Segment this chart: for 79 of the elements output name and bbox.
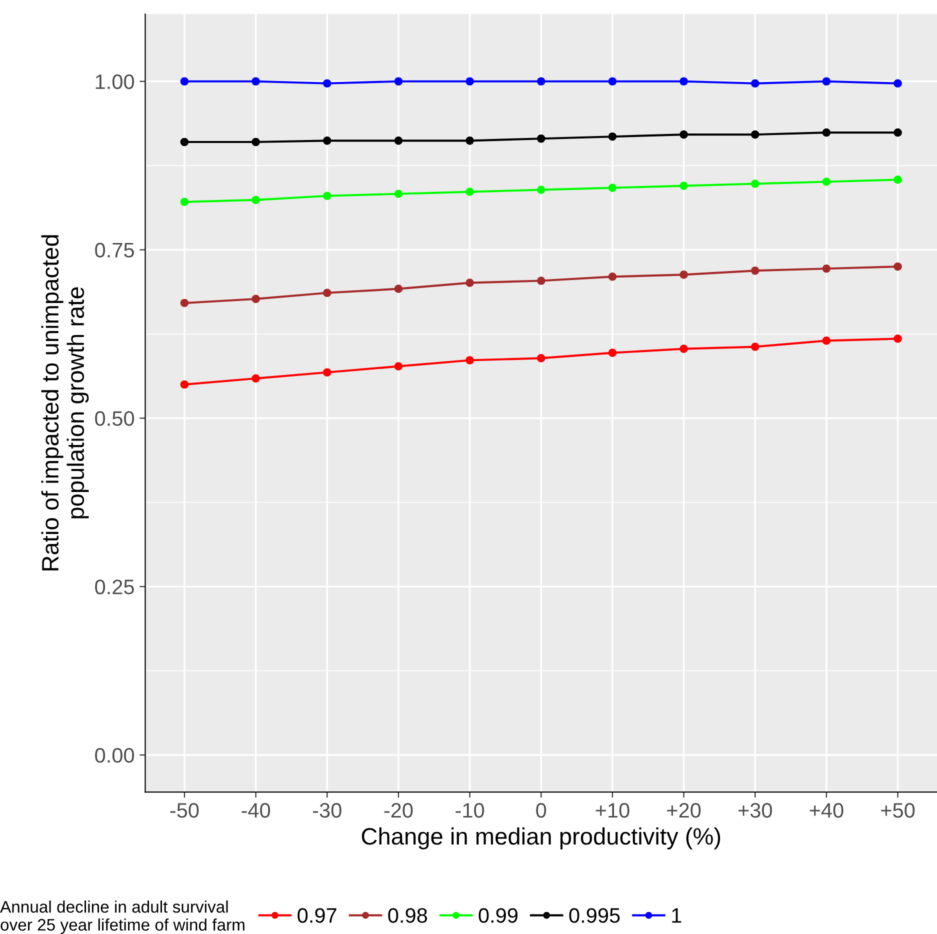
point: [322, 136, 332, 145]
point: [536, 276, 546, 285]
point: [608, 184, 617, 192]
point: [608, 348, 617, 358]
legend-label: 0.98: [388, 908, 428, 923]
y-tick-label: 1.00: [96, 74, 134, 90]
point: [252, 77, 260, 86]
point: [536, 134, 546, 143]
x-tick-label: -20: [384, 803, 413, 818]
point: [822, 77, 831, 86]
point: [536, 354, 546, 362]
x-tick-label: -10: [456, 803, 484, 818]
point: [894, 176, 902, 184]
x-tick-label: +10: [596, 803, 630, 818]
x-axis-title: Change in median productivity (%): [362, 827, 720, 850]
point: [322, 79, 332, 88]
point: [466, 356, 474, 364]
point: [680, 77, 688, 86]
point: [822, 128, 831, 137]
point: [394, 136, 403, 145]
y-tick-label: 0.25: [95, 580, 134, 594]
point: [466, 136, 474, 145]
x-tick-label: -30: [313, 803, 342, 818]
point: [680, 182, 688, 190]
point: [322, 368, 332, 377]
legend-label: 1: [672, 908, 682, 923]
point: [394, 284, 403, 294]
point: [680, 344, 688, 353]
point: [322, 192, 332, 200]
legend-title: Annual decline in adult survival over 25 year lifetime of wind farm: [0, 900, 244, 934]
point: [252, 138, 260, 146]
x-tick-label: -50: [170, 803, 199, 818]
x-tick-label: -40: [242, 803, 270, 818]
point: [180, 138, 189, 146]
point: [252, 294, 260, 304]
point: [750, 342, 760, 351]
point: [894, 128, 902, 137]
point: [608, 272, 617, 281]
point: [180, 298, 189, 308]
point: [680, 270, 688, 279]
point: [608, 77, 617, 86]
point: [750, 79, 760, 88]
point: [466, 278, 474, 287]
point: [466, 188, 474, 196]
x-tick-label: +40: [810, 803, 844, 818]
point: [608, 132, 617, 141]
point: [394, 362, 403, 370]
x-tick-label: +20: [667, 803, 701, 818]
legend-label: 0.97: [298, 908, 336, 923]
point: [822, 178, 831, 186]
point: [322, 288, 332, 298]
point: [822, 264, 831, 273]
point: [394, 190, 403, 198]
y-tick-label: 0.75: [95, 242, 134, 258]
point: [180, 198, 189, 206]
point: [536, 77, 546, 86]
point: [894, 334, 902, 343]
point: [180, 77, 189, 86]
point: [822, 336, 831, 345]
x-tick-label: 0: [536, 803, 546, 818]
point: [180, 380, 189, 389]
point: [750, 130, 760, 139]
y-axis-title: Ratio of impacted to unimpacted population growth rate: [41, 235, 89, 570]
point: [750, 266, 760, 275]
legend-label: 0.995: [569, 908, 620, 923]
point: [536, 186, 546, 194]
y-tick-label: 0.00: [95, 748, 134, 763]
x-tick-label: +50: [881, 803, 915, 818]
legend-label: 0.99: [478, 908, 518, 923]
point: [750, 180, 760, 188]
point: [252, 196, 260, 204]
point: [680, 130, 688, 139]
y-tick-label: 0.50: [95, 411, 134, 426]
point: [252, 374, 260, 383]
x-tick-label: +30: [738, 803, 772, 818]
point: [394, 77, 403, 86]
point: [894, 262, 902, 271]
point: [466, 77, 474, 86]
point: [894, 79, 902, 88]
